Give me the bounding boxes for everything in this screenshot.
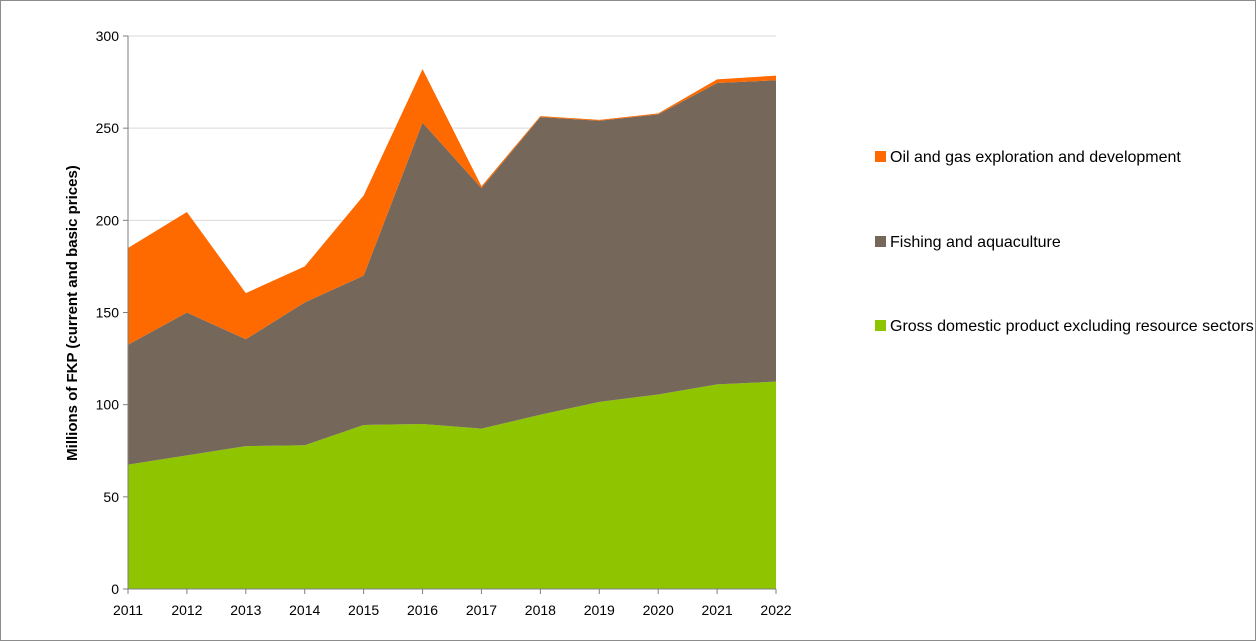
y-tick-label: 100 bbox=[96, 397, 120, 413]
legend-item-oil-gas: Oil and gas exploration and development bbox=[875, 147, 1256, 169]
legend-item-gdp: Gross domestic product excluding resourc… bbox=[875, 316, 1256, 338]
y-tick-label: 200 bbox=[96, 212, 120, 228]
x-tick-label: 2021 bbox=[702, 602, 733, 618]
x-tick-label: 2017 bbox=[466, 602, 497, 618]
x-tick-label: 2015 bbox=[348, 602, 379, 618]
x-tick-label: 2014 bbox=[289, 602, 320, 618]
y-tick-labels: 0 50 100 150 200 250 300 bbox=[96, 28, 120, 597]
x-tick-label: 2019 bbox=[584, 602, 615, 618]
area-series-fishing-and-aquaculture bbox=[128, 80, 776, 465]
area-series-oil-and-gas-exploration-and-development bbox=[128, 69, 776, 345]
x-tick-label: 2022 bbox=[760, 602, 791, 618]
x-tick-label: 2020 bbox=[643, 602, 674, 618]
x-tick-label: 2016 bbox=[407, 602, 438, 618]
area-series-gross-domestic-product-excluding-resource-sectors bbox=[128, 381, 776, 589]
x-tick-label: 2013 bbox=[230, 602, 261, 618]
y-tick-label: 50 bbox=[103, 489, 119, 505]
x-tick-label: 2012 bbox=[171, 602, 202, 618]
legend-label-fishing: Fishing and aquaculture bbox=[890, 234, 1061, 251]
x-tick-label: 2018 bbox=[525, 602, 556, 618]
y-tick-label: 150 bbox=[96, 305, 120, 321]
series-areas bbox=[128, 69, 776, 589]
legend-label-oil-gas: Oil and gas exploration and development bbox=[890, 149, 1181, 166]
y-axis-title: Millions of FKP (current and basic price… bbox=[64, 165, 81, 461]
y-tick-label: 250 bbox=[96, 120, 120, 136]
legend-swatch-oil-gas bbox=[875, 151, 886, 162]
x-tick-label: 2011 bbox=[113, 602, 143, 618]
axes bbox=[123, 35, 777, 594]
legend-label-gdp: Gross domestic product excluding resourc… bbox=[890, 318, 1254, 335]
legend-swatch-fishing bbox=[875, 236, 886, 247]
y-tick-label: 0 bbox=[111, 581, 119, 597]
y-tick-label: 300 bbox=[96, 28, 120, 44]
legend-swatch-gdp bbox=[875, 320, 886, 331]
x-tick-labels: 2011 2012 2013 2014 2015 2016 2017 2018 2019 2020… bbox=[113, 602, 792, 618]
legend-item-fishing: Fishing and aquaculture bbox=[875, 232, 1256, 254]
